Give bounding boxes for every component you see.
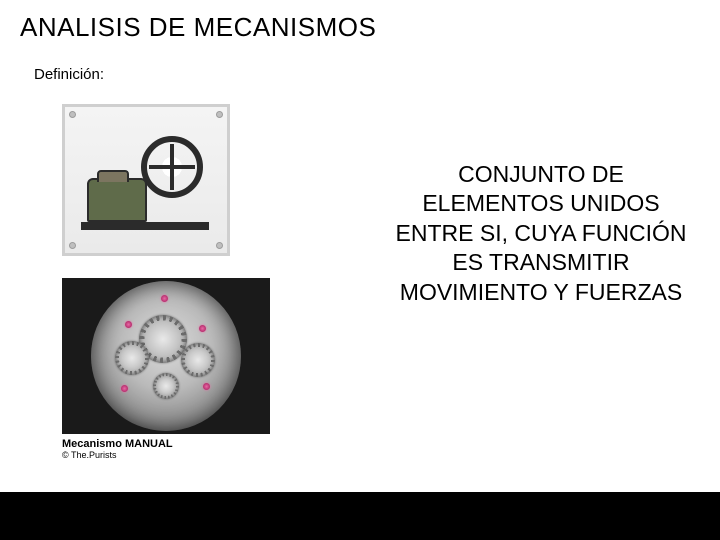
page-title: ANALISIS DE MECANISMOS — [20, 12, 376, 43]
definition-text: CONJUNTO DE ELEMENTOS UNIDOS ENTRE SI, C… — [386, 160, 696, 307]
caption-line1: Mecanismo MANUAL — [62, 438, 173, 450]
caption-line2: © The.Purists — [62, 450, 270, 460]
slide: ANALISIS DE MECANISMOS Definición: — [0, 0, 720, 540]
gear-icon — [115, 341, 149, 375]
frame-rivet-icon — [69, 242, 76, 249]
jewel-icon — [203, 383, 210, 390]
gear-icon — [181, 343, 215, 377]
section-subtitle: Definición: — [34, 66, 104, 83]
jewel-icon — [121, 385, 128, 392]
photo-caption: Mecanismo MANUAL © The.Purists — [62, 438, 270, 460]
watch-photo-block: Mecanismo MANUAL © The.Purists — [62, 278, 270, 460]
jewel-icon — [125, 321, 132, 328]
jewel-icon — [199, 325, 206, 332]
frame-rivet-icon — [216, 242, 223, 249]
footer-bar — [0, 492, 720, 540]
gear-icon — [153, 373, 179, 399]
illustration-steam-engine — [62, 104, 230, 256]
steam-engine-icon — [81, 130, 211, 230]
engine-base-icon — [81, 222, 209, 230]
images-column: Mecanismo MANUAL © The.Purists — [62, 104, 262, 460]
frame-rivet-icon — [69, 111, 76, 118]
watch-movement-photo — [62, 278, 270, 434]
frame-rivet-icon — [216, 111, 223, 118]
flywheel-icon — [141, 136, 203, 198]
jewel-icon — [161, 295, 168, 302]
watch-movement-icon — [91, 281, 241, 431]
engine-body-icon — [87, 178, 147, 222]
